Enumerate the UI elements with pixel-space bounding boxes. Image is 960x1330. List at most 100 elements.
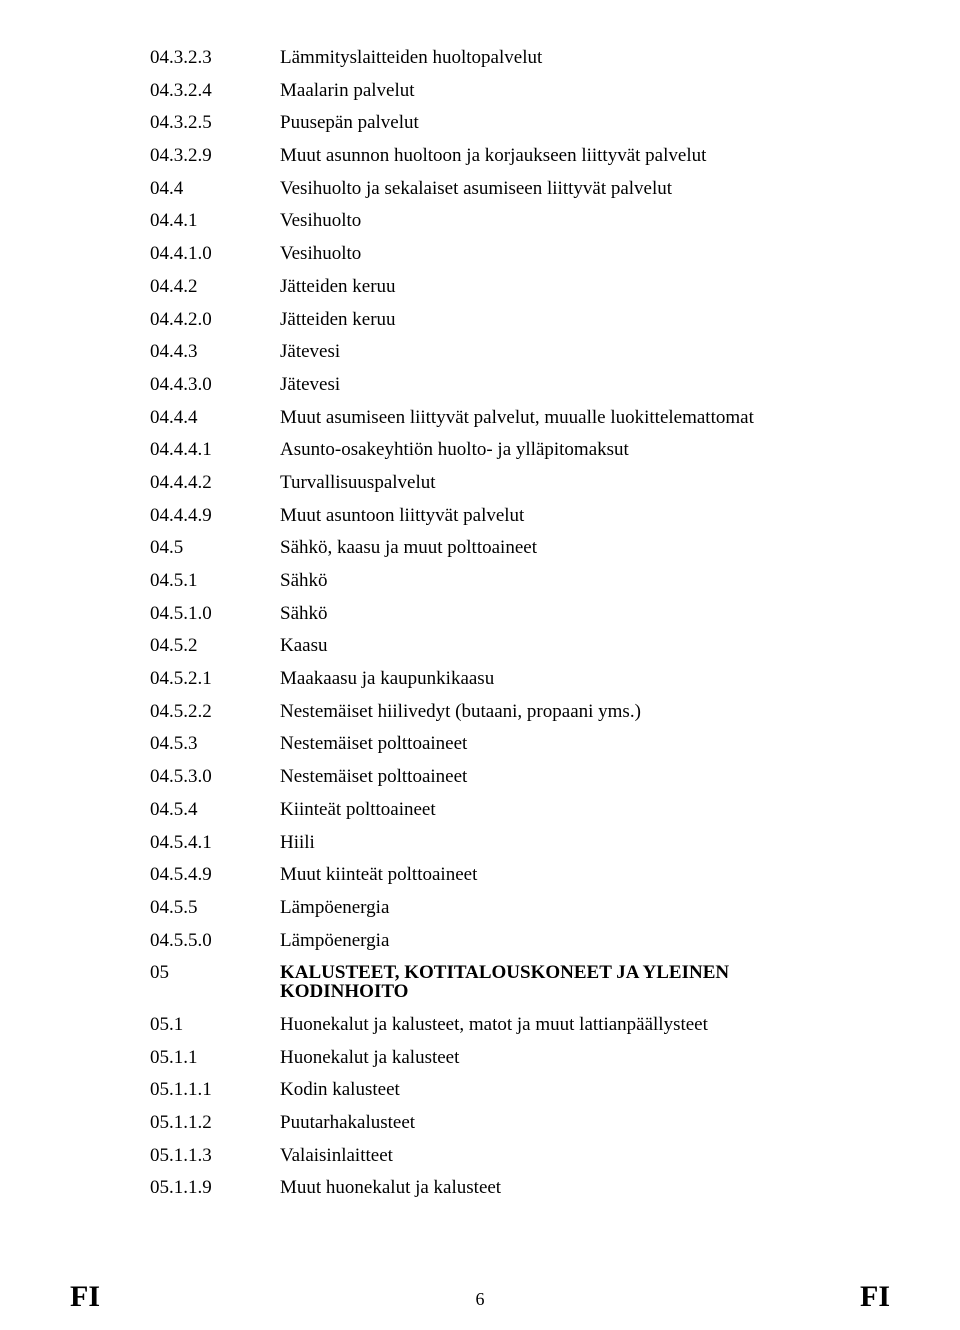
classification-desc: Vesihuolto — [280, 244, 850, 263]
classification-desc: Valaisinlaitteet — [280, 1146, 850, 1165]
classification-row: 04.4.4.1Asunto-osakeyhtiön huolto- ja yl… — [150, 440, 850, 459]
classification-desc: Kaasu — [280, 636, 850, 655]
classification-desc: Jätteiden keruu — [280, 277, 850, 296]
classification-code: 05.1 — [150, 1015, 280, 1034]
classification-row: 04.4.2Jätteiden keruu — [150, 277, 850, 296]
classification-desc: Nestemäiset hiilivedyt (butaani, propaan… — [280, 702, 850, 721]
classification-row: 04.4Vesihuolto ja sekalaiset asumiseen l… — [150, 179, 850, 198]
classification-row: 04.5.3Nestemäiset polttoaineet — [150, 734, 850, 753]
classification-code: 04.5.3.0 — [150, 767, 280, 786]
classification-desc: Sähkö — [280, 604, 850, 623]
classification-desc: Kiinteät polttoaineet — [280, 800, 850, 819]
footer-right: FI — [860, 1280, 890, 1314]
classification-code: 04.5.4.9 — [150, 865, 280, 884]
classification-desc: Muut asuntoon liittyvät palvelut — [280, 506, 850, 525]
classification-desc: Muut kiinteät polttoaineet — [280, 865, 850, 884]
classification-code: 04.4.1.0 — [150, 244, 280, 263]
classification-row: 04.4.4Muut asumiseen liittyvät palvelut,… — [150, 408, 850, 427]
classification-desc: Lämmityslaitteiden huoltopalvelut — [280, 48, 850, 67]
classification-code: 04.5.2.2 — [150, 702, 280, 721]
classification-code: 04.4.2 — [150, 277, 280, 296]
classification-code: 04.5.2.1 — [150, 669, 280, 688]
classification-row: 04.3.2.5Puusepän palvelut — [150, 113, 850, 132]
classification-desc: Muut huonekalut ja kalusteet — [280, 1178, 850, 1197]
classification-row: 04.5.5.0Lämpöenergia — [150, 931, 850, 950]
classification-code: 04.5.4 — [150, 800, 280, 819]
document-page: 04.3.2.3Lämmityslaitteiden huoltopalvelu… — [0, 0, 960, 1330]
classification-row: 04.5.4Kiinteät polttoaineet — [150, 800, 850, 819]
classification-desc: Vesihuolto — [280, 211, 850, 230]
classification-desc: Hiili — [280, 833, 850, 852]
classification-code: 04.3.2.9 — [150, 146, 280, 165]
classification-row: 04.4.4.2Turvallisuuspalvelut — [150, 473, 850, 492]
classification-row: 04.5.1Sähkö — [150, 571, 850, 590]
classification-desc: Asunto-osakeyhtiön huolto- ja ylläpitoma… — [280, 440, 850, 459]
classification-desc: KALUSTEET, KOTITALOUSKONEET JA YLEINEN K… — [280, 963, 850, 1001]
classification-code: 05.1.1 — [150, 1048, 280, 1067]
classification-row: 04.4.3Jätevesi — [150, 342, 850, 361]
classification-desc: Lämpöenergia — [280, 898, 850, 917]
classification-desc: Puutarhakalusteet — [280, 1113, 850, 1132]
classification-row: 05KALUSTEET, KOTITALOUSKONEET JA YLEINEN… — [150, 963, 850, 1001]
classification-row: 04.5.1.0Sähkö — [150, 604, 850, 623]
classification-code: 04.4.4.1 — [150, 440, 280, 459]
classification-code: 05.1.1.3 — [150, 1146, 280, 1165]
classification-row: 04.4.3.0Jätevesi — [150, 375, 850, 394]
classification-row: 04.5.5Lämpöenergia — [150, 898, 850, 917]
classification-desc: Maalarin palvelut — [280, 81, 850, 100]
classification-code: 05.1.1.9 — [150, 1178, 280, 1197]
classification-desc: Kodin kalusteet — [280, 1080, 850, 1099]
classification-row: 04.4.2.0Jätteiden keruu — [150, 310, 850, 329]
classification-row: 04.5.3.0Nestemäiset polttoaineet — [150, 767, 850, 786]
classification-desc: Jätevesi — [280, 342, 850, 361]
classification-code: 04.3.2.4 — [150, 81, 280, 100]
classification-desc: Vesihuolto ja sekalaiset asumiseen liitt… — [280, 179, 850, 198]
classification-row: 04.3.2.9Muut asunnon huoltoon ja korjauk… — [150, 146, 850, 165]
classification-list: 04.3.2.3Lämmityslaitteiden huoltopalvelu… — [150, 48, 850, 1197]
classification-code: 04.5.2 — [150, 636, 280, 655]
classification-code: 04.5.5.0 — [150, 931, 280, 950]
classification-row: 04.3.2.3Lämmityslaitteiden huoltopalvelu… — [150, 48, 850, 67]
classification-code: 04.5 — [150, 538, 280, 557]
classification-row: 05.1Huonekalut ja kalusteet, matot ja mu… — [150, 1015, 850, 1034]
classification-code: 04.5.3 — [150, 734, 280, 753]
classification-row: 05.1.1.9Muut huonekalut ja kalusteet — [150, 1178, 850, 1197]
classification-row: 04.4.1.0Vesihuolto — [150, 244, 850, 263]
classification-desc: Muut asunnon huoltoon ja korjaukseen lii… — [280, 146, 850, 165]
classification-code: 04.5.4.1 — [150, 833, 280, 852]
classification-desc: Muut asumiseen liittyvät palvelut, muual… — [280, 408, 850, 427]
classification-row: 05.1.1.2Puutarhakalusteet — [150, 1113, 850, 1132]
classification-code: 05 — [150, 963, 280, 982]
classification-code: 04.5.1.0 — [150, 604, 280, 623]
classification-desc: Huonekalut ja kalusteet, matot ja muut l… — [280, 1015, 850, 1034]
classification-desc: Jätteiden keruu — [280, 310, 850, 329]
classification-row: 04.4.1Vesihuolto — [150, 211, 850, 230]
classification-row: 04.5.2.2Nestemäiset hiilivedyt (butaani,… — [150, 702, 850, 721]
classification-row: 05.1.1Huonekalut ja kalusteet — [150, 1048, 850, 1067]
classification-code: 04.4.3.0 — [150, 375, 280, 394]
classification-row: 04.5.4.9Muut kiinteät polttoaineet — [150, 865, 850, 884]
classification-row: 04.5Sähkö, kaasu ja muut polttoaineet — [150, 538, 850, 557]
classification-code: 04.3.2.5 — [150, 113, 280, 132]
classification-code: 04.5.5 — [150, 898, 280, 917]
classification-code: 04.4 — [150, 179, 280, 198]
classification-row: 04.5.2Kaasu — [150, 636, 850, 655]
classification-code: 04.4.4.9 — [150, 506, 280, 525]
classification-code: 04.3.2.3 — [150, 48, 280, 67]
classification-desc: Puusepän palvelut — [280, 113, 850, 132]
classification-code: 04.4.4.2 — [150, 473, 280, 492]
classification-desc: Huonekalut ja kalusteet — [280, 1048, 850, 1067]
footer-page-number: 6 — [0, 1289, 960, 1310]
classification-desc: Nestemäiset polttoaineet — [280, 767, 850, 786]
classification-code: 05.1.1.1 — [150, 1080, 280, 1099]
classification-code: 04.4.2.0 — [150, 310, 280, 329]
classification-row: 05.1.1.3Valaisinlaitteet — [150, 1146, 850, 1165]
classification-desc: Maakaasu ja kaupunkikaasu — [280, 669, 850, 688]
classification-desc: Nestemäiset polttoaineet — [280, 734, 850, 753]
classification-row: 04.5.2.1Maakaasu ja kaupunkikaasu — [150, 669, 850, 688]
classification-desc: Jätevesi — [280, 375, 850, 394]
classification-row: 05.1.1.1Kodin kalusteet — [150, 1080, 850, 1099]
classification-desc: Turvallisuuspalvelut — [280, 473, 850, 492]
classification-row: 04.3.2.4Maalarin palvelut — [150, 81, 850, 100]
classification-desc: Lämpöenergia — [280, 931, 850, 950]
